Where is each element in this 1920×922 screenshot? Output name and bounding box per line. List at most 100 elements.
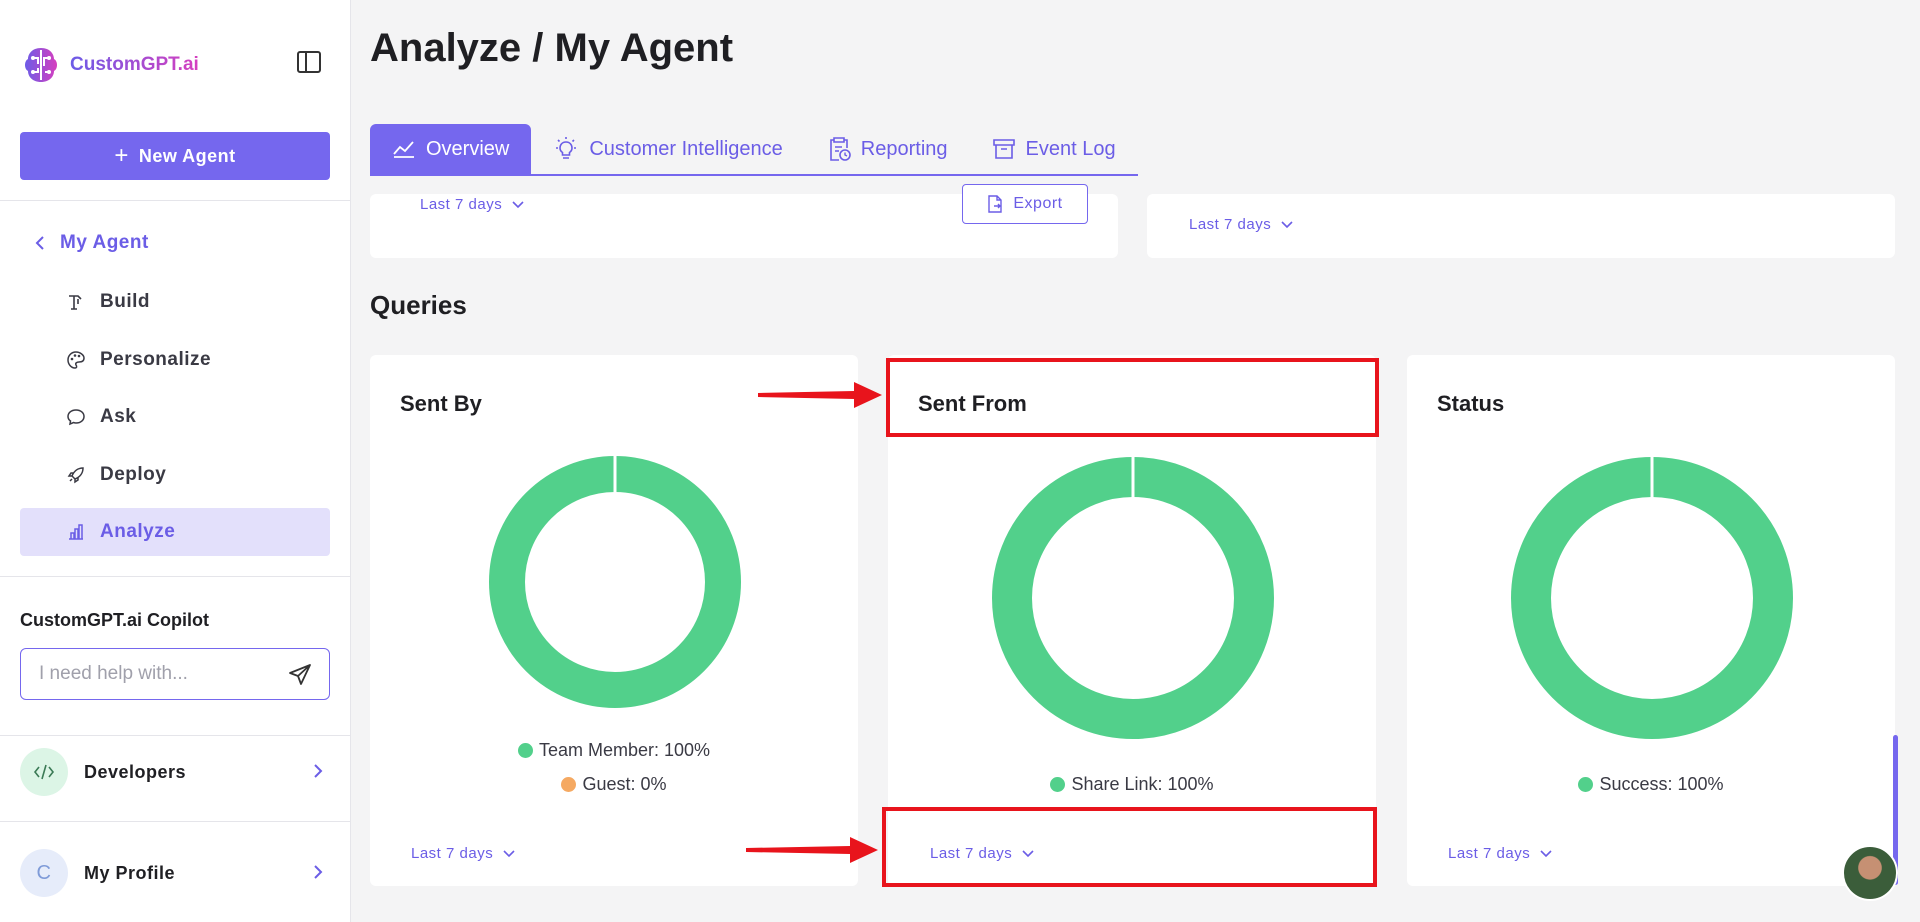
lightbulb-icon: [556, 137, 577, 159]
sidebar-item-personalize[interactable]: Personalize: [20, 336, 330, 384]
tab-label: Reporting: [860, 137, 948, 160]
profile-label: My Profile: [84, 862, 176, 883]
developers-link[interactable]: Developers: [20, 747, 330, 797]
top-right-card: Last 7 days: [1147, 194, 1895, 258]
tab-bar: Overview Customer Intelligence Reporting…: [370, 124, 1138, 176]
chevron-down-icon: [1540, 849, 1552, 857]
donut-segment-team-member[interactable]: [489, 456, 741, 708]
back-to-my-agent[interactable]: My Agent: [34, 232, 149, 254]
brain-logo-icon: [25, 48, 57, 82]
date-range-dropdown[interactable]: Last 7 days: [930, 845, 1034, 862]
chevron-down-icon: [1022, 849, 1034, 857]
chevron-left-icon: [35, 236, 44, 250]
legend-item[interactable]: Guest: 0%: [370, 774, 858, 795]
support-chat-avatar[interactable]: [1842, 845, 1898, 901]
sidebar-item-build[interactable]: Build: [20, 278, 330, 326]
sidebar-item-label: Personalize: [100, 349, 212, 370]
chevron-down-icon: [1281, 220, 1293, 228]
line-chart-icon: [393, 141, 414, 158]
status-card: Status Success: 100% Last 7 days: [1407, 355, 1895, 886]
chevron-down-icon: [512, 200, 524, 208]
chevron-right-icon: [314, 865, 323, 879]
tab-customer-intelligence[interactable]: Customer Intelligence: [531, 124, 804, 174]
copilot-input-wrapper: [20, 648, 330, 700]
legend-item[interactable]: Team Member: 100%: [370, 740, 858, 761]
card-title: Status: [1437, 391, 1505, 416]
divider: [0, 576, 351, 577]
sidebar-item-ask[interactable]: Ask: [20, 393, 330, 441]
file-export-icon: [988, 195, 1003, 213]
legend-item[interactable]: Share Link: 100%: [888, 774, 1376, 795]
copilot-title: CustomGPT.ai Copilot: [20, 610, 209, 630]
top-left-card: Last 7 days Export: [370, 184, 1118, 258]
divider: [0, 200, 351, 201]
date-range-label: Last 7 days: [1189, 216, 1272, 233]
donut-segment-success[interactable]: [1511, 457, 1793, 739]
divider: [0, 821, 351, 822]
annotation-arrow-icon: [746, 837, 878, 863]
tab-label: Event Log: [1025, 137, 1116, 160]
sent-from-donut-chart: [992, 456, 1274, 739]
page-title: Analyze / My Agent: [370, 26, 734, 70]
tab-label: Customer Intelligence: [589, 137, 783, 160]
sidebar-toggle-icon: [297, 51, 321, 73]
date-range-dropdown[interactable]: Last 7 days: [1189, 216, 1293, 233]
divider: [0, 735, 351, 736]
legend-label: Success: 100%: [1599, 774, 1724, 794]
legend-dot: [517, 743, 533, 758]
brand-name: CustomGPT.ai: [70, 54, 199, 75]
annotation-arrow-icon: [758, 382, 882, 408]
avatar: C: [20, 849, 68, 897]
card-title: Sent From: [918, 391, 1027, 416]
status-donut-chart: [1511, 456, 1793, 739]
date-range-label: Last 7 days: [930, 845, 1013, 862]
code-icon: [20, 748, 68, 796]
legend-label: Guest: 0%: [582, 774, 667, 794]
date-range-label: Last 7 days: [420, 196, 503, 213]
card-title: Sent By: [400, 391, 482, 416]
chevron-down-icon: [503, 849, 515, 857]
legend-item[interactable]: Success: 100%: [1407, 774, 1895, 795]
sent-by-card: Sent By Team Member: 100% Guest: 0% Last…: [370, 355, 858, 886]
sidebar-item-analyze[interactable]: Analyze: [20, 508, 330, 556]
annotation-highlight-range: [882, 807, 1377, 887]
legend-label: Team Member: 100%: [538, 740, 711, 760]
legend-dot: [1578, 777, 1594, 792]
developers-label: Developers: [84, 761, 187, 782]
send-icon[interactable]: [287, 662, 313, 694]
sidebar-item-deploy[interactable]: Deploy: [20, 451, 330, 499]
my-profile-link[interactable]: C My Profile: [20, 848, 330, 898]
tab-label: Overview: [426, 137, 510, 160]
archive-icon: [992, 139, 1015, 159]
copilot-input[interactable]: [39, 663, 269, 685]
palette-icon: [66, 350, 86, 370]
annotation-highlight-title: [886, 358, 1379, 437]
sidebar: CustomGPT.ai + New Agent My Agent Build …: [0, 0, 351, 922]
bar-chart-icon: [66, 522, 86, 542]
date-range-dropdown[interactable]: Last 7 days: [420, 196, 524, 213]
rocket-icon: [66, 465, 86, 485]
sidebar-item-label: Analyze: [100, 521, 176, 542]
date-range-label: Last 7 days: [411, 845, 494, 862]
back-label: My Agent: [60, 232, 149, 253]
sidebar-item-label: Ask: [100, 406, 137, 427]
legend-dot: [1050, 777, 1066, 792]
legend-dot: [561, 777, 577, 792]
donut-segment-share-link[interactable]: [992, 457, 1274, 739]
legend-label: Share Link: 100%: [1071, 774, 1214, 794]
new-agent-button[interactable]: + New Agent: [20, 132, 330, 180]
brand-logo[interactable]: CustomGPT.ai: [20, 44, 199, 86]
tab-event-log[interactable]: Event Log: [970, 124, 1138, 174]
date-range-dropdown[interactable]: Last 7 days: [411, 845, 515, 862]
export-button[interactable]: Export: [962, 184, 1088, 224]
scrollbar[interactable]: [1893, 735, 1898, 885]
sidebar-item-label: Deploy: [100, 464, 167, 485]
date-range-dropdown[interactable]: Last 7 days: [1448, 845, 1552, 862]
chat-icon: [66, 407, 86, 427]
tab-overview[interactable]: Overview: [370, 124, 532, 174]
chevron-right-icon: [314, 764, 323, 778]
tab-reporting[interactable]: Reporting: [805, 124, 970, 174]
collapse-sidebar-button[interactable]: [296, 50, 322, 74]
build-icon: [66, 292, 86, 312]
section-title-queries: Queries: [370, 290, 467, 320]
